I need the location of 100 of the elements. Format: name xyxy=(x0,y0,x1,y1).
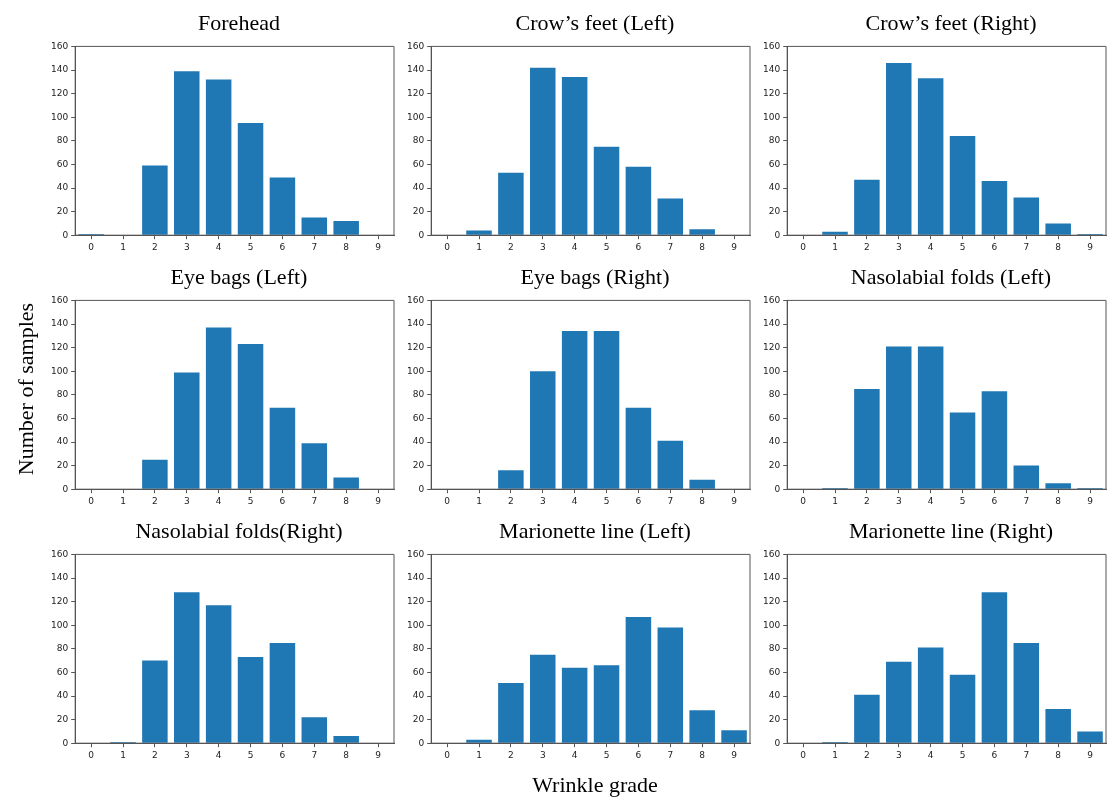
chart-title: Nasolabial folds(Right) xyxy=(134,517,344,545)
x-tick-label: 4 xyxy=(215,241,222,252)
bar xyxy=(333,736,359,743)
x-tick-label: 5 xyxy=(247,495,254,506)
y-tick-label: 80 xyxy=(412,389,425,400)
x-tick-label: 7 xyxy=(1023,241,1030,252)
x-tick-label: 1 xyxy=(120,749,126,760)
x-tick-label: 3 xyxy=(183,495,190,506)
x-tick-label: 8 xyxy=(343,241,350,252)
x-tick-label: 5 xyxy=(959,495,966,506)
y-tick-label: 160 xyxy=(50,40,69,51)
bar xyxy=(269,407,296,489)
x-tick-label: 1 xyxy=(476,495,482,506)
x-tick-label: 2 xyxy=(152,495,158,506)
y-tick-label: 40 xyxy=(768,182,781,193)
y-tick-label: 40 xyxy=(56,690,69,701)
x-tick-label: 0 xyxy=(444,495,451,506)
bar xyxy=(657,627,684,743)
x-axis-title: Wrinkle grade xyxy=(531,772,659,798)
x-tick-label: 9 xyxy=(731,495,738,506)
bar xyxy=(142,660,168,743)
bar xyxy=(981,391,1008,489)
y-tick-label: 20 xyxy=(768,459,781,470)
y-tick-label: 0 xyxy=(62,483,69,494)
x-tick-label: 0 xyxy=(88,749,95,760)
x-tick-label: 0 xyxy=(88,495,95,506)
y-tick-label: 60 xyxy=(768,666,781,677)
bar xyxy=(593,665,620,743)
y-tick-label: 140 xyxy=(406,318,425,329)
bar xyxy=(1045,223,1071,235)
y-tick-label: 20 xyxy=(768,713,781,724)
y-axis-title: Number of samples xyxy=(13,302,39,476)
bar xyxy=(237,657,264,743)
y-tick-label: 140 xyxy=(762,318,781,329)
bar xyxy=(1045,483,1071,489)
bar xyxy=(689,710,715,743)
x-tick-label: 2 xyxy=(508,241,514,252)
y-tick-label: 40 xyxy=(768,436,781,447)
x-tick-label: 8 xyxy=(1055,495,1062,506)
x-tick-label: 3 xyxy=(895,749,902,760)
y-tick-label: 100 xyxy=(762,619,781,630)
bar xyxy=(237,123,264,235)
y-tick-label: 160 xyxy=(50,548,69,559)
x-tick-label: 8 xyxy=(343,749,350,760)
x-tick-label: 0 xyxy=(444,749,451,760)
y-tick-label: 100 xyxy=(762,111,781,122)
bar xyxy=(530,371,556,489)
y-tick-label: 120 xyxy=(762,341,781,352)
x-tick-label: 1 xyxy=(120,495,126,506)
bar xyxy=(269,177,296,235)
bar xyxy=(981,592,1008,743)
x-tick-label: 7 xyxy=(667,749,674,760)
x-tick-label: 4 xyxy=(215,495,222,506)
x-tick-label: 2 xyxy=(152,241,158,252)
bar xyxy=(593,331,620,489)
x-tick-label: 9 xyxy=(731,749,738,760)
y-tick-label: 160 xyxy=(406,548,425,559)
x-tick-label: 9 xyxy=(375,495,382,506)
bar xyxy=(949,412,976,489)
bar xyxy=(917,78,944,235)
x-tick-label: 6 xyxy=(279,241,286,252)
x-tick-label: 9 xyxy=(375,749,382,760)
x-tick-label: 6 xyxy=(991,241,998,252)
x-tick-label: 2 xyxy=(864,495,870,506)
bar xyxy=(561,331,588,489)
y-tick-label: 20 xyxy=(412,713,425,724)
x-tick-label: 6 xyxy=(635,495,642,506)
x-tick-label: 4 xyxy=(927,495,934,506)
y-tick-label: 120 xyxy=(762,87,781,98)
x-tick-label: 9 xyxy=(1087,495,1094,506)
bar xyxy=(917,346,944,489)
y-tick-label: 60 xyxy=(412,666,425,677)
y-tick-label: 100 xyxy=(406,111,425,122)
x-tick-label: 1 xyxy=(832,749,838,760)
bar xyxy=(142,459,168,489)
x-tick-label: 8 xyxy=(699,495,706,506)
bar xyxy=(657,440,684,489)
y-tick-label: 60 xyxy=(412,412,425,423)
x-tick-label: 4 xyxy=(215,749,222,760)
bar xyxy=(886,346,912,489)
y-tick-label: 60 xyxy=(768,412,781,423)
x-tick-label: 2 xyxy=(152,749,158,760)
x-tick-label: 1 xyxy=(476,749,482,760)
x-tick-label: 3 xyxy=(895,241,902,252)
bar xyxy=(333,221,359,235)
y-tick-label: 40 xyxy=(56,436,69,447)
y-tick-label: 20 xyxy=(56,459,69,470)
chart-title: Marionette line (Left) xyxy=(498,517,692,545)
y-tick-label: 60 xyxy=(56,412,69,423)
y-tick-label: 20 xyxy=(412,205,425,216)
chart-title: Eye bags (Right) xyxy=(519,263,671,291)
y-tick-label: 140 xyxy=(406,572,425,583)
bar xyxy=(498,172,524,235)
y-tick-label: 120 xyxy=(406,341,425,352)
y-tick-label: 140 xyxy=(50,64,69,75)
y-tick-label: 80 xyxy=(56,643,69,654)
bar xyxy=(949,136,976,235)
x-tick-label: 0 xyxy=(444,241,451,252)
bar xyxy=(301,217,328,235)
x-tick-label: 4 xyxy=(571,495,578,506)
